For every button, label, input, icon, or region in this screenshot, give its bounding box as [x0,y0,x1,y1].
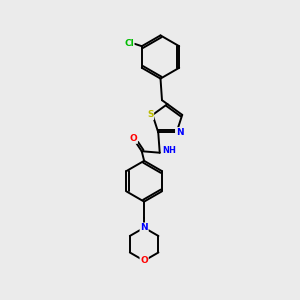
Text: Cl: Cl [124,39,134,48]
Text: NH: NH [162,146,176,155]
Text: S: S [147,110,153,119]
Text: N: N [176,128,183,137]
Text: N: N [140,223,148,232]
Text: O: O [130,134,137,143]
Text: O: O [140,256,148,265]
